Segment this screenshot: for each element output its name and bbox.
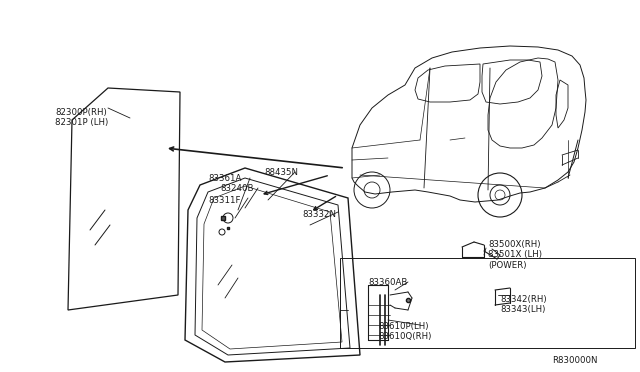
Text: 88435N: 88435N [264, 168, 298, 177]
Bar [340, 258, 635, 348]
Text: 83360AB: 83360AB [368, 278, 408, 287]
Text: 83332N: 83332N [302, 210, 336, 219]
Text: 83240B: 83240B [220, 184, 253, 193]
Text: 83500X(RH)
83501X (LH)
(POWER): 83500X(RH) 83501X (LH) (POWER) [488, 240, 542, 270]
Text: 83311F: 83311F [208, 196, 241, 205]
Text: 83342(RH)
83343(LH): 83342(RH) 83343(LH) [500, 295, 547, 314]
Text: 83361A: 83361A [208, 174, 241, 183]
Text: R830000N: R830000N [552, 356, 598, 365]
Text: 82300P(RH)
82301P (LH): 82300P(RH) 82301P (LH) [55, 108, 108, 127]
Text: 83610P(LH)
83610Q(RH): 83610P(LH) 83610Q(RH) [378, 322, 431, 341]
